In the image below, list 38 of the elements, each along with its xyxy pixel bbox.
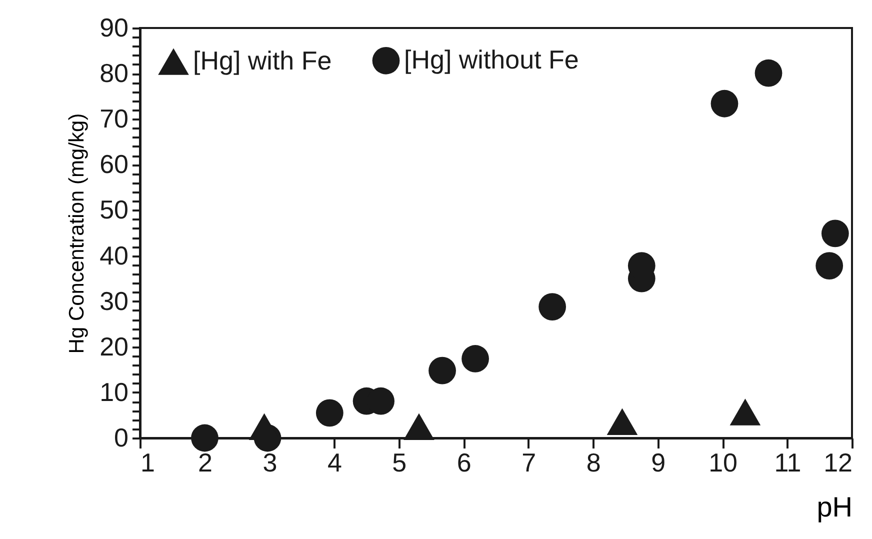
point bbox=[191, 424, 218, 452]
point bbox=[821, 220, 849, 248]
y-tick-label: 50 bbox=[100, 194, 128, 225]
x-tick-label: 8 bbox=[586, 448, 601, 478]
point bbox=[428, 356, 456, 384]
point bbox=[316, 399, 344, 427]
point bbox=[462, 345, 489, 372]
point bbox=[538, 293, 566, 320]
point bbox=[754, 59, 782, 87]
x-tick-label: 1 bbox=[140, 448, 155, 478]
legend-label: [Hg] without Fe bbox=[404, 44, 579, 75]
x-tick-label: 7 bbox=[522, 448, 536, 478]
x-tick-label: 9 bbox=[651, 448, 666, 478]
x-tick-label: 11 bbox=[774, 448, 802, 478]
point bbox=[730, 398, 761, 426]
x-axis-title: pH bbox=[816, 492, 852, 522]
x-tick-label: 12 bbox=[824, 448, 852, 478]
x-tick-label: 5 bbox=[392, 448, 407, 478]
y-tick-label: 70 bbox=[100, 104, 128, 134]
y-tick-label: 90 bbox=[100, 12, 128, 42]
point bbox=[606, 408, 638, 435]
y-tick-label: 20 bbox=[100, 331, 128, 362]
y-tick-label: 60 bbox=[100, 149, 128, 180]
y-tick-label: 40 bbox=[100, 240, 128, 270]
y-axis-title: Hg Concentration (mg/kg) bbox=[66, 113, 89, 354]
x-tick-label: 2 bbox=[198, 448, 212, 478]
x-tick-label: 6 bbox=[456, 448, 472, 478]
y-tick-label: 80 bbox=[100, 58, 128, 88]
x-tick-label: 3 bbox=[262, 448, 278, 478]
point bbox=[710, 90, 738, 118]
x-tick-label: 10 bbox=[708, 448, 738, 478]
y-tick-label: 10 bbox=[100, 376, 128, 407]
point bbox=[404, 413, 434, 440]
y-tick-label: 30 bbox=[100, 286, 128, 316]
y-tick-label: 0 bbox=[114, 422, 128, 452]
legend-label: [Hg] with Fe bbox=[193, 46, 332, 76]
x-tick-label: 4 bbox=[327, 448, 342, 478]
point bbox=[816, 252, 844, 280]
